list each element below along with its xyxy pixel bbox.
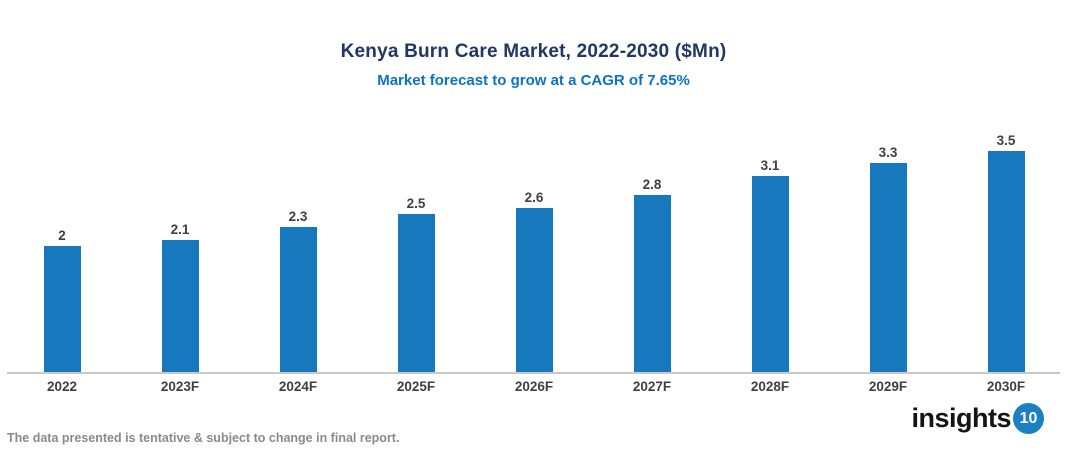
bar bbox=[279, 226, 317, 373]
bar-value-label: 3.1 bbox=[760, 158, 780, 174]
plot-area: 2 2.1 2.3 2.5 2.6 2.8 3.1 3.3 3.5 bbox=[3, 130, 1065, 373]
bar-value-label: 3.5 bbox=[996, 132, 1016, 148]
x-axis-tick-label: 2028F bbox=[750, 379, 790, 394]
x-axis-tick-label: 2029F bbox=[868, 379, 908, 394]
bar-slot: 3.5 bbox=[947, 130, 1065, 373]
bar-value-label: 2.1 bbox=[170, 221, 190, 237]
disclaimer-text: The data presented is tentative & subjec… bbox=[7, 431, 400, 445]
chart-title: Kenya Burn Care Market, 2022-2030 ($Mn) bbox=[340, 41, 727, 62]
bar bbox=[161, 239, 199, 373]
bar bbox=[987, 150, 1025, 373]
x-axis-tick-label: 2023F bbox=[160, 379, 200, 394]
bar-slot: 3.1 bbox=[711, 130, 829, 373]
bar bbox=[43, 246, 81, 373]
bar-slot: 3.3 bbox=[829, 130, 947, 373]
x-axis-tick-label: 2025F bbox=[396, 379, 436, 394]
bar-slot: 2.8 bbox=[593, 130, 711, 373]
bar-slot: 2.1 bbox=[121, 130, 239, 373]
bar bbox=[515, 207, 553, 373]
insights10-logo: insights 10 bbox=[911, 403, 1044, 434]
bar-slot: 2.6 bbox=[475, 130, 593, 373]
bar-value-label: 2.3 bbox=[288, 208, 308, 224]
bar bbox=[397, 214, 435, 373]
bar-value-label: 2 bbox=[58, 228, 66, 243]
x-axis-tick-label: 2022 bbox=[46, 379, 78, 394]
x-axis-tick-label: 2027F bbox=[632, 379, 672, 394]
bar bbox=[633, 195, 671, 373]
bar-slot: 2.5 bbox=[357, 130, 475, 373]
x-axis-tick-row: 2022 2023F 2024F 2025F 2026F 2027F 2028F 2029F 2… bbox=[3, 379, 1065, 394]
logo-number-badge: 10 bbox=[1013, 403, 1044, 434]
x-axis-line bbox=[7, 372, 1060, 374]
x-axis-tick-label: 2024F bbox=[278, 379, 318, 394]
bar-value-label: 2.6 bbox=[524, 189, 544, 205]
x-axis-tick-label: 2026F bbox=[514, 379, 554, 394]
bar-value-label: 2.8 bbox=[642, 177, 662, 193]
bar-value-label: 2.5 bbox=[406, 196, 426, 212]
chart-subtitle: Market forecast to grow at a CAGR of 7.6… bbox=[377, 72, 690, 89]
bar bbox=[869, 163, 907, 373]
bar-slot: 2.3 bbox=[239, 130, 357, 373]
x-axis-tick-label: 2030F bbox=[986, 379, 1026, 394]
bar-value-label: 3.3 bbox=[878, 145, 898, 161]
bar bbox=[751, 176, 789, 373]
logo-wordmark: insights bbox=[911, 403, 1011, 433]
bar-slot: 2 bbox=[3, 130, 121, 373]
